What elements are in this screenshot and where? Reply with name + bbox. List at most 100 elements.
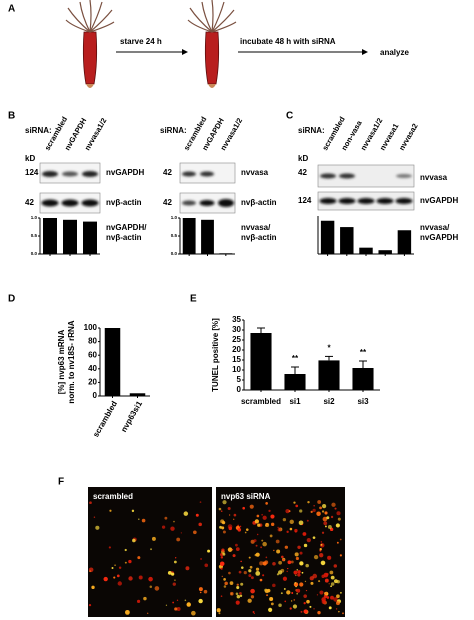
speckle [280,592,283,595]
band-label: nvvasa [241,168,269,177]
speckle [282,576,288,581]
y-tick-label: 15 [232,355,241,364]
speckle [227,507,231,511]
speckle [250,588,255,594]
speckle [303,543,308,548]
band-label: nvβ-actin [241,198,277,207]
blot [317,164,415,188]
speckle [289,527,293,531]
blot-bands [42,171,98,177]
bar [352,368,374,390]
bar [320,220,335,254]
speckle [91,585,95,590]
marker-label: 124 [298,196,312,205]
speckle [336,594,340,599]
speckle [319,548,322,551]
speckle [250,595,255,599]
speckle [317,610,321,615]
speckle [333,597,338,602]
speckle [336,541,339,544]
speckle [118,566,122,569]
speckle [221,548,225,552]
speckle [218,507,222,511]
speckle [176,537,181,542]
marker-label: 42 [298,168,307,177]
significance: * [327,344,331,353]
speckle [239,525,242,528]
speckle [148,576,153,582]
speckle [288,510,291,513]
arrow-head [362,49,368,55]
speckle [306,599,310,604]
speckle [289,519,294,525]
speckle [253,612,255,615]
bar [182,218,196,254]
speckle [306,519,309,522]
arrow-head [182,49,188,55]
panel-label: B [8,111,15,122]
speckle [109,509,112,512]
speckle [195,513,199,517]
speckle [297,570,301,574]
speckle [193,530,197,535]
speckle [299,551,303,555]
ratio-label: nvβ-actin [106,233,142,242]
speckle [312,508,316,513]
ratio-label: nvGAPDH [420,233,458,242]
speckle [282,517,287,522]
ratio-label: nvGAPDH/ [106,223,147,232]
blot-bands [182,199,234,207]
speckle [297,545,301,550]
y-tick-label: 1.0 [171,215,178,220]
speckle [272,583,276,588]
speckle [219,561,225,567]
speckle [330,575,335,580]
speckle [117,581,122,586]
speckle [319,506,322,510]
speckle [266,594,269,597]
speckle [306,537,311,543]
speckle [264,589,269,594]
speckle [313,504,315,507]
speckle [252,611,255,613]
speckle [172,582,176,586]
bar [284,374,306,390]
speckle [307,500,310,504]
bar [43,218,57,254]
speckle [301,523,304,526]
speckle [149,585,153,589]
speckle [304,580,307,583]
speckle [276,573,280,576]
speckle [310,510,313,513]
x-tick-label: nvp63si1 [119,399,144,434]
lane-label: nvvasa2 [397,122,420,152]
band-label: nvβ-actin [106,198,142,207]
speckle [333,579,338,584]
speckle [326,516,330,520]
speckle [227,524,233,529]
speckle [229,591,234,596]
speckle [236,585,240,590]
speckle [317,500,322,504]
speckle [235,600,240,605]
speckle [286,590,291,595]
speckle [324,578,329,583]
speckle [313,554,319,560]
y-tick-label: 10 [232,365,241,374]
speckle [124,548,127,552]
speckle [327,555,332,560]
speckle [313,608,315,610]
bar [378,250,392,254]
speckle [290,600,293,602]
x-tick-label: scrambled [91,399,119,438]
speckle [204,563,209,568]
speckle [111,566,114,569]
speckle [165,604,168,606]
speckle [324,511,328,515]
speckle [339,554,342,557]
sirna-label: siRNA: [25,126,52,135]
speckle [321,574,325,579]
speckle [170,572,175,576]
speckle [228,514,231,516]
speckle [227,547,233,552]
